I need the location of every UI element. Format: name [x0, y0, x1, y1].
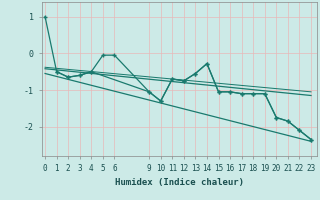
- X-axis label: Humidex (Indice chaleur): Humidex (Indice chaleur): [115, 178, 244, 187]
